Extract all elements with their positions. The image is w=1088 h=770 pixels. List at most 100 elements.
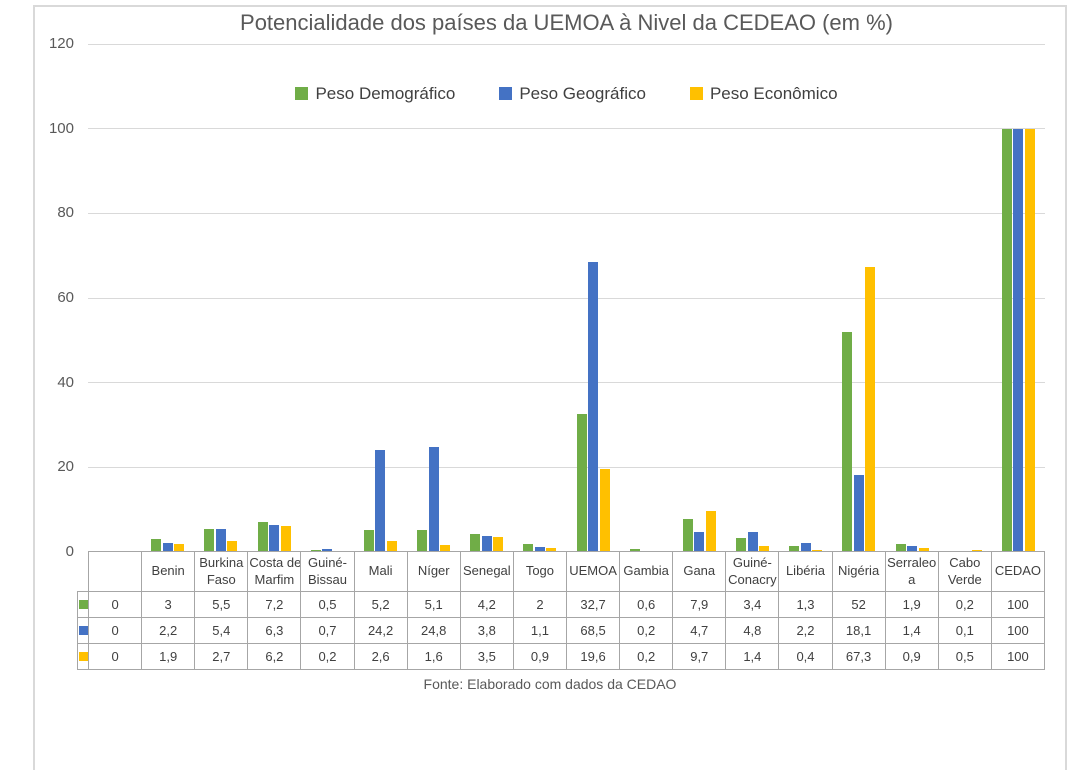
table-cell-0-8: 2 (512, 591, 567, 618)
y-axis-label-0: 0 (65, 543, 74, 560)
table-cell-1-5: 24,2 (353, 617, 408, 644)
y-axis-label-20: 20 (57, 458, 74, 476)
bar-1-14 (853, 475, 864, 552)
table-cell-0-3: 7,2 (247, 591, 302, 618)
legend-label: Peso Geográfico (519, 84, 646, 103)
table-cell-1-6: 24,8 (406, 617, 461, 644)
table-cell-1-14: 18,1 (831, 617, 886, 644)
bar-0-6 (417, 530, 428, 552)
bar-0-8 (523, 543, 534, 552)
table-header-cell-15: Serraleo a (884, 551, 939, 592)
legend-key-cell (77, 643, 89, 670)
table-cell-2-17: 100 (990, 643, 1046, 670)
table-cell-1-13: 2,2 (778, 617, 833, 644)
table-row-1: 0 2,2 5,4 6,3 0,7 24,2 24,8 3,8 1,1 68,5 0,2 4,7 4,8… (77, 617, 1046, 644)
bar-1-3 (269, 525, 280, 552)
table-cell-0-12: 3,4 (725, 591, 780, 618)
gridline-60 (88, 297, 1045, 299)
table-cell-0-17: 100 (990, 591, 1046, 618)
table-cell-1-1: 2,2 (141, 617, 196, 644)
legend-key-icon (79, 626, 88, 635)
table-header-cell-8: Togo (512, 551, 567, 592)
table-cell-1-17: 100 (990, 617, 1046, 644)
table-cell-0-7: 4,2 (459, 591, 514, 618)
gridline-120 (88, 43, 1045, 45)
table-header-cell-6: Níger (406, 551, 461, 592)
bar-1-9 (588, 262, 599, 552)
table-cell-0-4: 0,5 (300, 591, 355, 618)
table-cell-1-7: 3,8 (459, 617, 514, 644)
gridline-40 (88, 382, 1045, 384)
bar-2-11 (705, 510, 716, 552)
bar-2-5 (386, 540, 397, 552)
legend-marker-icon (499, 87, 513, 100)
bar-2-16 (971, 549, 982, 552)
table-header-cell-11: Gana (672, 551, 727, 592)
bar-0-11 (682, 518, 693, 552)
y-axis-label-40: 40 (57, 373, 74, 391)
table-cell-0-15: 1,9 (884, 591, 939, 618)
bar-2-15 (918, 548, 929, 552)
y-axis-label-100: 100 (48, 119, 74, 137)
legend-marker-icon (295, 87, 309, 100)
table-header-cell-5: Mali (353, 551, 408, 592)
table-header-cell-1: Benin (141, 551, 196, 592)
bar-2-9 (599, 469, 610, 552)
y-axis-label-80: 80 (57, 204, 74, 222)
bar-1-1 (162, 542, 173, 552)
table-header-cell-0 (87, 551, 143, 592)
table-row-0: 0 3 5,5 7,2 0,5 5,2 5,1 4,2 2 32,7 0,6 7,9 3,4 1,3 52 1… (77, 591, 1046, 618)
bar-1-4 (322, 549, 333, 552)
bar-1-2 (215, 529, 226, 552)
table-cell-2-12: 1,4 (725, 643, 780, 670)
bar-0-4 (310, 549, 321, 552)
table-corner-cell (78, 552, 89, 592)
table-cell-0-6: 5,1 (406, 591, 461, 618)
table-header-cell-7: Senegal (459, 551, 514, 592)
legend-item-1: Peso Geográfico (499, 84, 646, 104)
table-cell-1-15: 1,4 (884, 617, 939, 644)
legend-key-cell (77, 617, 89, 644)
bar-1-11 (694, 532, 705, 552)
bar-1-12 (747, 531, 758, 552)
table-cell-1-2: 5,4 (194, 617, 249, 644)
table-header-cell-12: Guiné- Conacry (725, 551, 780, 592)
table-cell-0-0: 0 (87, 591, 143, 618)
table-cell-2-6: 1,6 (406, 643, 461, 670)
table-cell-0-9: 32,7 (565, 591, 621, 618)
bar-1-8 (534, 547, 545, 552)
bar-1-7 (481, 535, 492, 552)
bar-2-6 (440, 545, 451, 552)
bar-2-8 (546, 548, 557, 552)
gridline-100 (88, 128, 1045, 130)
table-cell-2-9: 19,6 (565, 643, 621, 670)
bar-1-15 (907, 546, 918, 552)
source-note: Fonte: Elaborado com dados da CEDAO (423, 676, 677, 692)
table-cell-2-13: 0,4 (778, 643, 833, 670)
y-axis-label-60: 60 (57, 289, 74, 306)
bar-0-1 (151, 539, 162, 552)
table-cell-0-1: 3 (141, 591, 196, 618)
legend-item-0: Peso Demográfico (295, 84, 455, 104)
chart-title-wrap: Potencialidade dos países da UEMOA à Niv… (88, 8, 1045, 44)
table-cell-0-13: 1,3 (778, 591, 833, 618)
legend-marker-icon (689, 87, 703, 100)
y-axis-label-120: 120 (48, 35, 74, 52)
table-header-cell-3: Costa de Marfim (247, 551, 302, 592)
table-cell-0-16: 0,2 (937, 591, 992, 618)
table-cell-2-0: 0 (87, 643, 143, 670)
table-cell-2-3: 6,2 (247, 643, 302, 670)
gridline-20 (88, 466, 1045, 468)
table-cell-1-16: 0,1 (937, 617, 992, 644)
table-cell-2-2: 2,7 (194, 643, 249, 670)
table-cell-1-11: 4,7 (672, 617, 727, 644)
bar-0-7 (470, 534, 481, 552)
legend-key-cell (77, 591, 89, 618)
table-header-cell-17: CEDAO (990, 551, 1046, 592)
table-header-cell-2: Burkina Faso (194, 551, 249, 592)
table-cell-2-7: 3,5 (459, 643, 514, 670)
bar-0-2 (204, 528, 215, 552)
table-cell-2-15: 0,9 (884, 643, 939, 670)
table-cell-0-5: 5,2 (353, 591, 408, 618)
table-cell-2-5: 2,6 (353, 643, 408, 670)
